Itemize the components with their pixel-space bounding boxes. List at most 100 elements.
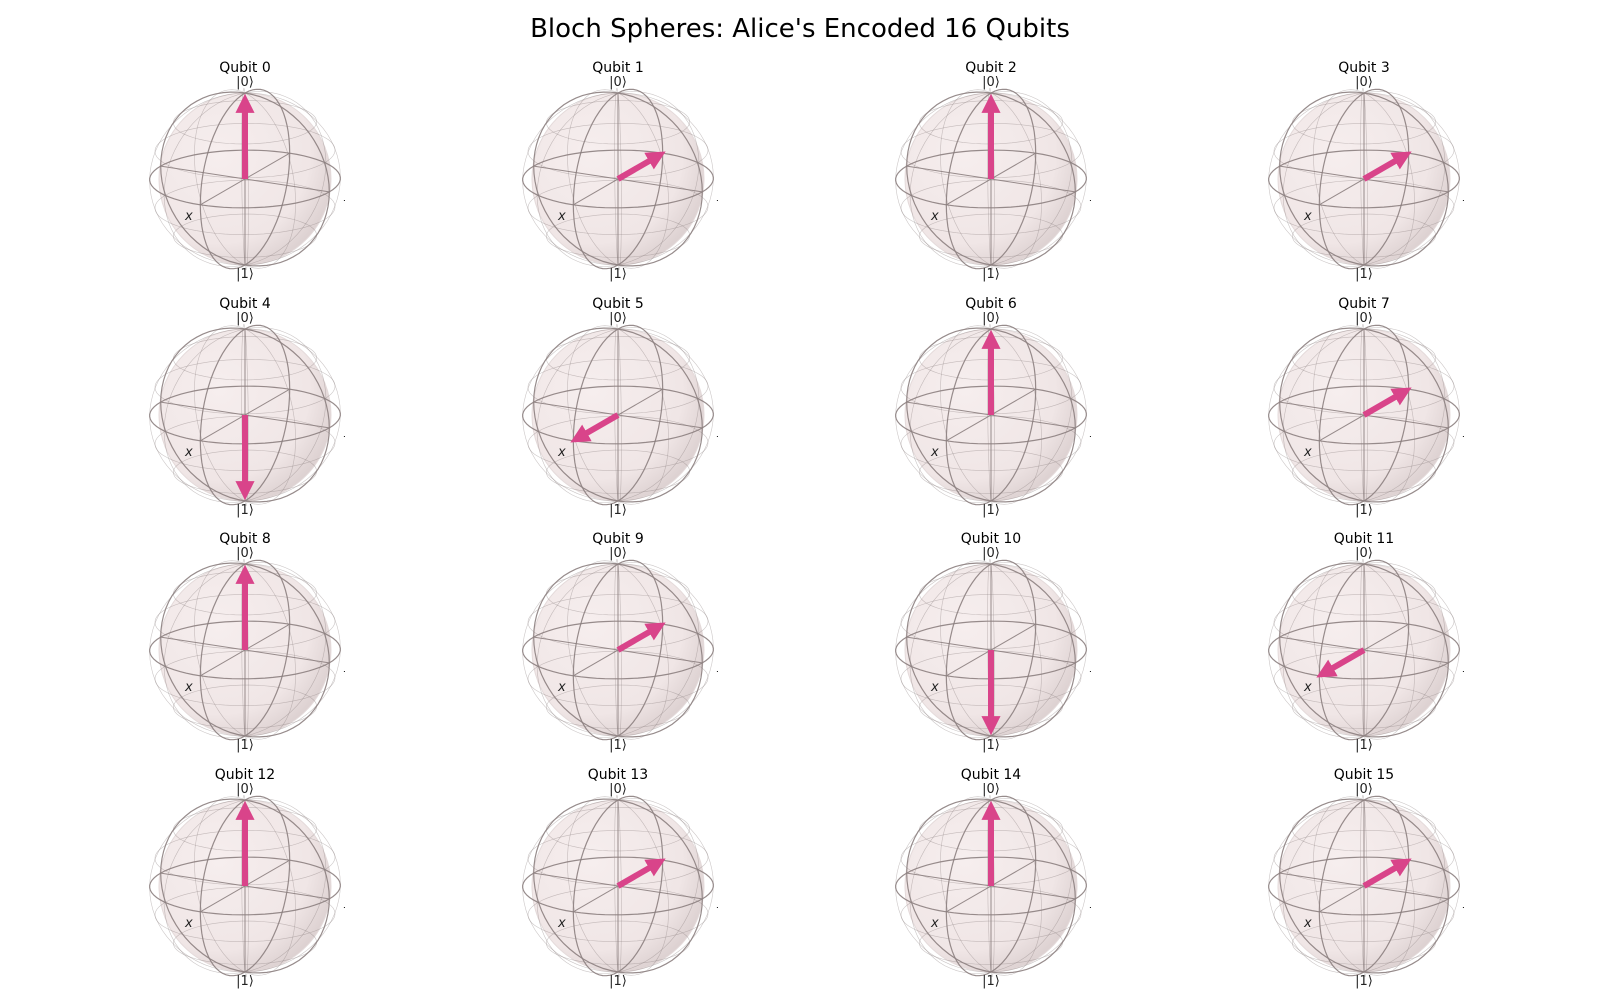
ket-zero-label: |0⟩: [982, 782, 1000, 797]
x-axis-label: x: [930, 916, 939, 931]
bloch-sphere: x y |0⟩ |1⟩: [522, 546, 718, 753]
ket-one-label: |1⟩: [609, 738, 627, 753]
qubit-title: Qubit 6: [965, 296, 1017, 312]
qubit-title: Qubit 10: [960, 531, 1022, 547]
qubit-title: Qubit 5: [592, 296, 644, 312]
qubit-title: Qubit 3: [1338, 60, 1390, 76]
bloch-sphere: x y |0⟩ |1⟩: [522, 75, 718, 282]
x-axis-label: x: [557, 209, 566, 224]
bloch-cell: x y |0⟩ |1⟩ Qubit 7: [1264, 296, 1464, 521]
ket-one-label: |1⟩: [982, 503, 1000, 518]
qubit-title: Qubit 9: [592, 531, 644, 547]
x-axis-label: x: [1303, 445, 1312, 460]
qubit-title: Qubit 4: [219, 296, 271, 312]
ket-zero-label: |0⟩: [609, 546, 627, 561]
y-axis-label: y: [343, 658, 345, 673]
x-axis-label: x: [557, 445, 566, 460]
x-axis-label: x: [184, 209, 193, 224]
bloch-sphere: x y |0⟩ |1⟩: [1268, 546, 1464, 753]
qubit-title: Qubit 12: [214, 767, 276, 783]
bloch-cell: x y |0⟩ |1⟩ Qubit 4: [145, 296, 345, 521]
bloch-cell: x y |0⟩ |1⟩ Qubit 8: [145, 531, 345, 756]
ket-zero-label: |0⟩: [236, 311, 254, 326]
qubit-title: Qubit 8: [219, 531, 271, 547]
x-axis-label: x: [1303, 209, 1312, 224]
y-axis-label: y: [1462, 423, 1464, 438]
ket-one-label: |1⟩: [982, 267, 1000, 282]
ket-zero-label: |0⟩: [609, 311, 627, 326]
ket-zero-label: |0⟩: [236, 782, 254, 797]
bloch-sphere: x y |0⟩ |1⟩: [895, 75, 1091, 282]
x-axis-label: x: [184, 916, 193, 931]
y-axis-label: y: [1462, 894, 1464, 909]
qubit-title: Qubit 1: [592, 60, 644, 76]
bloch-sphere: x y |0⟩ |1⟩: [895, 311, 1091, 518]
bloch-cell: x y |0⟩ |1⟩ Qubit 2: [891, 60, 1091, 285]
x-axis-label: x: [930, 680, 939, 695]
ket-zero-label: |0⟩: [1355, 546, 1373, 561]
state-vector: [1362, 387, 1412, 418]
y-axis-label: y: [716, 423, 718, 438]
bloch-cell: x y |0⟩ |1⟩ Qubit 5: [518, 296, 718, 521]
state-vector: [616, 858, 666, 889]
x-axis-label: x: [184, 445, 193, 460]
y-axis-label: y: [343, 187, 345, 202]
qubit-title: Qubit 7: [1338, 296, 1390, 312]
qubit-title: Qubit 14: [960, 767, 1022, 783]
y-axis-label: y: [1089, 658, 1091, 673]
x-axis-label: x: [557, 916, 566, 931]
bloch-sphere: x y |0⟩ |1⟩: [1268, 311, 1464, 518]
ket-zero-label: |0⟩: [609, 75, 627, 90]
bloch-cell: x y |0⟩ |1⟩ Qubit 1: [518, 60, 718, 285]
ket-zero-label: |0⟩: [609, 782, 627, 797]
ket-one-label: |1⟩: [609, 267, 627, 282]
bloch-sphere: x y |0⟩ |1⟩: [1268, 782, 1464, 989]
bloch-cell: x y |0⟩ |1⟩ Qubit 9: [518, 531, 718, 756]
y-axis-label: y: [343, 894, 345, 909]
ket-one-label: |1⟩: [236, 503, 254, 518]
y-axis-label: y: [716, 187, 718, 202]
x-axis-label: x: [1303, 680, 1312, 695]
state-vector: [616, 151, 666, 182]
bloch-cell: x y |0⟩ |1⟩ Qubit 12: [145, 767, 345, 992]
bloch-cell: x y |0⟩ |1⟩ Qubit 15: [1264, 767, 1464, 992]
x-axis-label: x: [184, 680, 193, 695]
y-axis-label: y: [716, 894, 718, 909]
y-axis-label: y: [1089, 423, 1091, 438]
state-vector: [1362, 151, 1412, 182]
qubit-title: Qubit 2: [965, 60, 1017, 76]
bloch-cell: x y |0⟩ |1⟩ Qubit 0: [145, 60, 345, 285]
qubit-title: Qubit 0: [219, 60, 271, 76]
state-vector: [1316, 647, 1366, 678]
bloch-sphere: x y |0⟩ |1⟩: [149, 782, 345, 989]
bloch-cell: x y |0⟩ |1⟩ Qubit 11: [1264, 531, 1464, 756]
qubit-title: Qubit 11: [1333, 531, 1395, 547]
y-axis-label: y: [1089, 187, 1091, 202]
y-axis-label: y: [716, 658, 718, 673]
y-axis-label: y: [1462, 187, 1464, 202]
y-axis-label: y: [1089, 894, 1091, 909]
state-vector: [570, 412, 620, 443]
bloch-cell: x y |0⟩ |1⟩ Qubit 6: [891, 296, 1091, 521]
ket-zero-label: |0⟩: [1355, 311, 1373, 326]
ket-zero-label: |0⟩: [1355, 782, 1373, 797]
figure-title: Bloch Spheres: Alice's Encoded 16 Qubits: [530, 14, 1070, 44]
ket-one-label: |1⟩: [1355, 267, 1373, 282]
ket-one-label: |1⟩: [1355, 503, 1373, 518]
bloch-cell: x y |0⟩ |1⟩ Qubit 3: [1264, 60, 1464, 285]
bloch-sphere: x y |0⟩ |1⟩: [149, 75, 345, 282]
ket-one-label: |1⟩: [1355, 738, 1373, 753]
bloch-sphere: x y |0⟩ |1⟩: [895, 546, 1091, 753]
ket-one-label: |1⟩: [236, 738, 254, 753]
x-axis-label: x: [557, 680, 566, 695]
ket-one-label: |1⟩: [982, 738, 1000, 753]
bloch-sphere: x y |0⟩ |1⟩: [895, 782, 1091, 989]
ket-one-label: |1⟩: [609, 503, 627, 518]
x-axis-label: x: [930, 445, 939, 460]
ket-one-label: |1⟩: [982, 974, 1000, 989]
bloch-cell: x y |0⟩ |1⟩ Qubit 10: [891, 531, 1091, 756]
x-axis-label: x: [1303, 916, 1312, 931]
bloch-cell: x y |0⟩ |1⟩ Qubit 14: [891, 767, 1091, 992]
ket-one-label: |1⟩: [236, 267, 254, 282]
